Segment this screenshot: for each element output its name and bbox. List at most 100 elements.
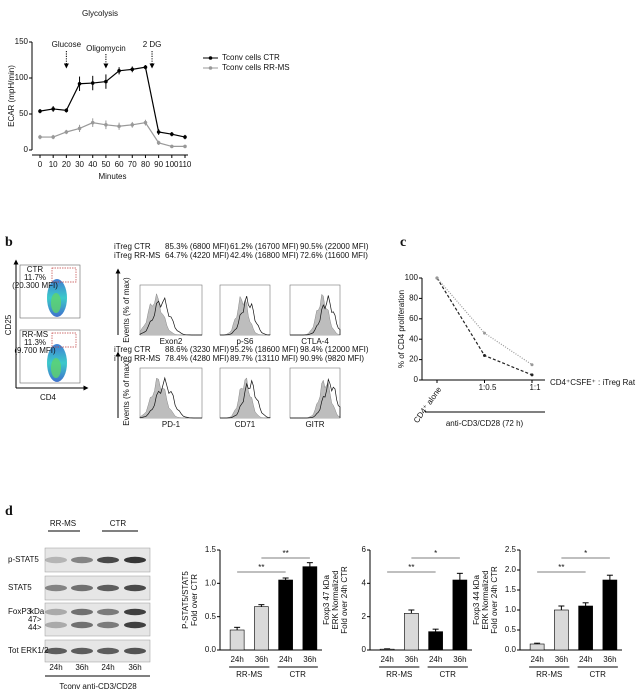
blot-band (71, 621, 93, 629)
gate (51, 267, 77, 283)
histogram-stat: 85.3% (6800 MFI) (165, 242, 229, 251)
bar (578, 605, 593, 651)
x-tick-label: 50 (101, 160, 110, 169)
y-axis-label: % of CD4 proliferation (397, 290, 406, 368)
bar (452, 579, 468, 651)
gate-label: (20.300 MFI) (12, 281, 58, 290)
legend-label: iTreg CTR (114, 242, 151, 251)
x-tick-label: 36h (555, 655, 568, 664)
histogram-ctr (220, 379, 271, 419)
panel-letter: c (400, 235, 406, 250)
x-tick-label: 20 (62, 160, 71, 169)
point (38, 135, 42, 139)
histogram-ctr (139, 376, 202, 419)
x-tick-label: 10 (49, 160, 58, 169)
bar (554, 609, 569, 651)
y-axis-label: Fold over CTR (190, 574, 199, 626)
significance-label: * (584, 549, 587, 558)
group-label: RR-MS (386, 670, 412, 679)
axis-label: CD25 (4, 314, 13, 335)
point (435, 276, 439, 280)
y-tick-label: 60 (409, 314, 418, 323)
y-axis-label: ERK Normalized (331, 570, 340, 629)
blot-band (45, 584, 67, 592)
axis-label: CD4 (40, 393, 57, 402)
point (143, 65, 148, 69)
y-tick-label: 1.5 (505, 585, 517, 594)
y-axis-label: Fold over 24h CTR (490, 566, 499, 634)
blot-band (124, 584, 146, 592)
panel-letter: b (5, 235, 13, 250)
gate-label: 11.3% (24, 338, 46, 347)
y-axis-label: ECAR (mpH/min) (7, 65, 16, 127)
histogram-marker: CTLA-4 (301, 337, 329, 346)
legend-label: Tconv cells RR-MS (222, 63, 290, 72)
histogram-marker: PD-1 (162, 420, 181, 429)
y-tick-label: 0.0 (505, 645, 517, 654)
group-label: CTR (440, 670, 457, 679)
x-tick-label: 30 (75, 160, 84, 169)
gate-label: CTR (27, 265, 44, 274)
series-line (40, 121, 185, 147)
point (170, 144, 174, 149)
histogram-stat: 64.7% (4220 MFI) (165, 251, 229, 260)
point (483, 354, 486, 358)
x-tick-label: 40 (88, 160, 97, 169)
chart-title: Glycolysis (82, 9, 118, 18)
blot-label: p-STAT5 (8, 555, 39, 564)
x-tick-label: 100 (165, 160, 179, 169)
gate-label: (9.700 MFI) (14, 346, 56, 355)
x-tick-label: 24h (530, 655, 543, 664)
blot-band (71, 584, 93, 592)
bar (529, 643, 545, 651)
point (104, 79, 108, 84)
histogram-stat: 90.9% (9820 MFI) (300, 354, 364, 363)
y-tick-label: 50 (19, 109, 28, 118)
x-tick-label: 1:0.5 (479, 383, 497, 392)
blot-band (45, 608, 67, 616)
point (64, 130, 69, 134)
annotation: 2 DG (143, 40, 162, 49)
x-tick-label: 36h (603, 655, 616, 664)
histogram-rrms (220, 295, 270, 336)
series-line (436, 277, 533, 366)
blot-lane: 36h (75, 663, 88, 672)
blot-band (97, 608, 119, 616)
point (117, 124, 121, 129)
blot-label: STAT5 (8, 583, 32, 592)
x-tick-label: 24h (279, 655, 292, 664)
point (183, 144, 187, 149)
dot-core (51, 358, 61, 378)
blot-strip (44, 602, 151, 637)
legend-marker (208, 56, 213, 60)
y-axis-label: P-STAT5/STAT5 (181, 571, 190, 629)
histogram-marker: GITR (305, 420, 324, 429)
histogram-ctr (139, 296, 202, 336)
y-axis-label: Foxp3 44 kDa (472, 575, 481, 625)
point (104, 123, 108, 127)
y-tick-label: 4 (362, 578, 367, 587)
x-tick-label: 36h (453, 655, 466, 664)
blot-size: 47> (28, 615, 42, 624)
panel-letter: d (5, 504, 13, 519)
blot-band (71, 647, 93, 655)
y-tick-label: 0 (414, 375, 419, 384)
legend-label: iTreg CTR (114, 345, 151, 354)
point (130, 67, 135, 72)
histogram-stat: 95.2% (18600 MFI) (230, 345, 299, 354)
y-tick-label: 20 (409, 355, 418, 364)
x-tick-label: 24h (429, 655, 442, 664)
legend-label: Tconv cells CTR (222, 53, 280, 62)
bar (278, 579, 293, 651)
point (90, 81, 95, 85)
blot-size: kDa (30, 607, 45, 616)
significance-label: ** (283, 549, 289, 558)
x-tick-label: 24h (380, 655, 393, 664)
legend-marker (208, 66, 213, 70)
bar (229, 629, 245, 651)
histogram-stat: 90.5% (22000 MFI) (300, 242, 369, 251)
gate-label: RR-MS (22, 330, 48, 339)
histogram-stat: 78.4% (4280 MFI) (165, 354, 229, 363)
